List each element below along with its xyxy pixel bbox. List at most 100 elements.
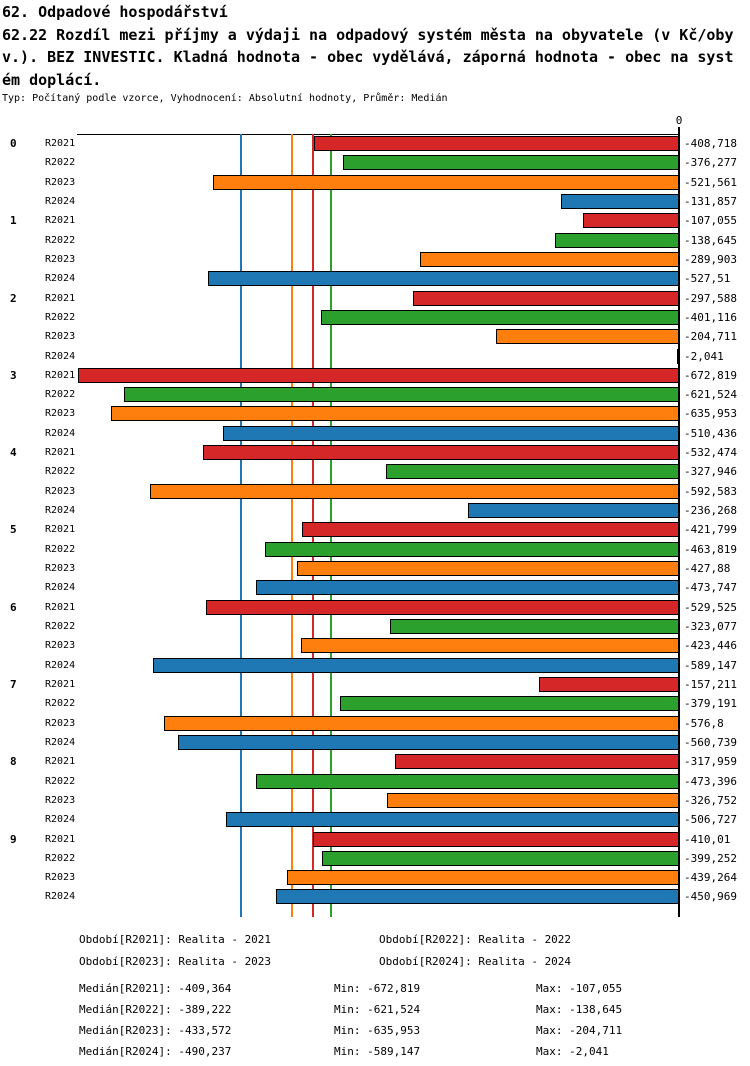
bar-group5-r2023 — [296, 561, 679, 576]
group-label-0: 0 — [10, 137, 17, 150]
group-label-7: 7 — [10, 678, 17, 691]
row-label-r2022: R2022 — [45, 235, 76, 246]
row-label-r2024: R2024 — [45, 660, 76, 671]
value-label-group1-r2024: -527,51 — [684, 272, 731, 285]
value-label-group9-r2024: -450,969 — [684, 890, 737, 903]
axis-zero-line — [678, 127, 680, 917]
row-label-r2021: R2021 — [45, 370, 76, 381]
bar-group1-r2022 — [555, 233, 679, 248]
row-label-r2021: R2021 — [45, 447, 76, 458]
value-label-group5-r2023: -427,88 — [684, 562, 731, 575]
stat-median-r2021: Medián[R2021]: -409,364 — [79, 982, 232, 995]
stat-median-r2023: Medián[R2023]: -433,572 — [79, 1024, 232, 1037]
group-label-4: 4 — [10, 446, 17, 459]
stat-max-r2022: Max: -138,645 — [536, 1003, 623, 1016]
group-label-3: 3 — [10, 369, 17, 382]
bar-group5-r2024 — [255, 580, 679, 595]
value-label-group6-r2021: -529,525 — [684, 601, 737, 614]
value-label-group7-r2022: -379,191 — [684, 697, 737, 710]
bar-group4-r2023 — [149, 484, 679, 499]
bar-group9-r2021 — [312, 832, 679, 847]
row-label-r2023: R2023 — [45, 795, 76, 806]
value-label-group5-r2022: -463,819 — [684, 543, 737, 556]
row-label-r2024: R2024 — [45, 505, 76, 516]
bar-group7-r2021 — [538, 677, 679, 692]
value-label-group2-r2022: -401,116 — [684, 311, 737, 324]
row-label-r2021: R2021 — [45, 756, 76, 767]
bar-group1-r2024 — [207, 271, 679, 286]
bar-group9-r2023 — [286, 870, 679, 885]
row-label-r2021: R2021 — [45, 602, 76, 613]
stat-min-r2024: Min: -589,147 — [334, 1045, 421, 1058]
stat-max-r2024: Max: -2,041 — [536, 1045, 609, 1058]
bar-group3-r2023 — [110, 406, 679, 421]
bar-group6-r2021 — [205, 600, 679, 615]
value-label-group8-r2021: -317,959 — [684, 755, 737, 768]
group-label-1: 1 — [10, 214, 17, 227]
row-label-r2022: R2022 — [45, 853, 76, 864]
value-label-group0-r2021: -408,718 — [684, 137, 737, 150]
bar-group7-r2022 — [340, 696, 679, 711]
row-label-r2023: R2023 — [45, 872, 76, 883]
bar-group4-r2021 — [203, 445, 679, 460]
row-label-r2023: R2023 — [45, 408, 76, 419]
value-label-group0-r2024: -131,857 — [684, 195, 737, 208]
bar-group8-r2021 — [394, 754, 679, 769]
row-label-r2023: R2023 — [45, 254, 76, 265]
value-label-group4-r2023: -592,583 — [684, 485, 737, 498]
bar-group3-r2021 — [77, 368, 679, 383]
row-label-r2023: R2023 — [45, 177, 76, 188]
bar-group8-r2023 — [387, 793, 679, 808]
group-label-2: 2 — [10, 292, 17, 305]
value-label-group0-r2022: -376,277 — [684, 156, 737, 169]
chart-subtitle-line2: v.). BEZ INVESTIC. Kladná hodnota - obec… — [2, 48, 734, 66]
value-label-group5-r2024: -473,747 — [684, 581, 737, 594]
row-label-r2024: R2024 — [45, 814, 76, 825]
row-label-r2021: R2021 — [45, 524, 76, 535]
value-label-group4-r2021: -532,474 — [684, 446, 737, 459]
value-label-group3-r2024: -510,436 — [684, 427, 737, 440]
chart-subtitle-line1: 62.22 Rozdíl mezi příjmy a výdaji na odp… — [2, 26, 734, 44]
bar-group0-r2021 — [313, 136, 679, 151]
bar-group0-r2024 — [561, 194, 679, 209]
value-label-group4-r2022: -327,946 — [684, 465, 737, 478]
bar-group3-r2022 — [123, 387, 679, 402]
row-label-r2021: R2021 — [45, 679, 76, 690]
value-label-group2-r2024: -2,041 — [684, 350, 724, 363]
bar-group9-r2024 — [276, 889, 679, 904]
legend-period-r2024: Období[R2024]: Realita - 2024 — [379, 955, 572, 968]
median-line-r2023 — [290, 134, 293, 917]
bar-group6-r2024 — [152, 658, 679, 673]
value-label-group3-r2023: -635,953 — [684, 407, 737, 420]
row-label-r2023: R2023 — [45, 640, 76, 651]
stat-median-r2022: Medián[R2022]: -389,222 — [79, 1003, 232, 1016]
row-label-r2024: R2024 — [45, 428, 76, 439]
bar-group0-r2022 — [342, 155, 679, 170]
group-label-5: 5 — [10, 523, 17, 536]
value-label-group1-r2023: -289,903 — [684, 253, 737, 266]
legend-period-r2022: Období[R2022]: Realita - 2022 — [379, 933, 572, 946]
bar-group8-r2022 — [256, 774, 679, 789]
row-label-r2022: R2022 — [45, 312, 76, 323]
row-label-r2024: R2024 — [45, 891, 76, 902]
value-label-group8-r2023: -326,752 — [684, 794, 737, 807]
group-label-9: 9 — [10, 833, 17, 846]
value-label-group8-r2024: -506,727 — [684, 813, 737, 826]
row-label-r2021: R2021 — [45, 293, 76, 304]
row-label-r2023: R2023 — [45, 563, 76, 574]
row-label-r2023: R2023 — [45, 486, 76, 497]
value-label-group1-r2021: -107,055 — [684, 214, 737, 227]
value-label-group7-r2021: -157,211 — [684, 678, 737, 691]
legend-period-r2021: Období[R2021]: Realita - 2021 — [79, 933, 272, 946]
value-label-group0-r2023: -521,561 — [684, 176, 737, 189]
row-label-r2024: R2024 — [45, 737, 76, 748]
group-label-6: 6 — [10, 601, 17, 614]
row-label-r2021: R2021 — [45, 834, 76, 845]
bar-group4-r2022 — [386, 464, 679, 479]
row-label-r2023: R2023 — [45, 331, 76, 342]
value-label-group6-r2024: -589,147 — [684, 659, 737, 672]
value-label-group8-r2022: -473,396 — [684, 775, 737, 788]
bar-group9-r2022 — [322, 851, 679, 866]
